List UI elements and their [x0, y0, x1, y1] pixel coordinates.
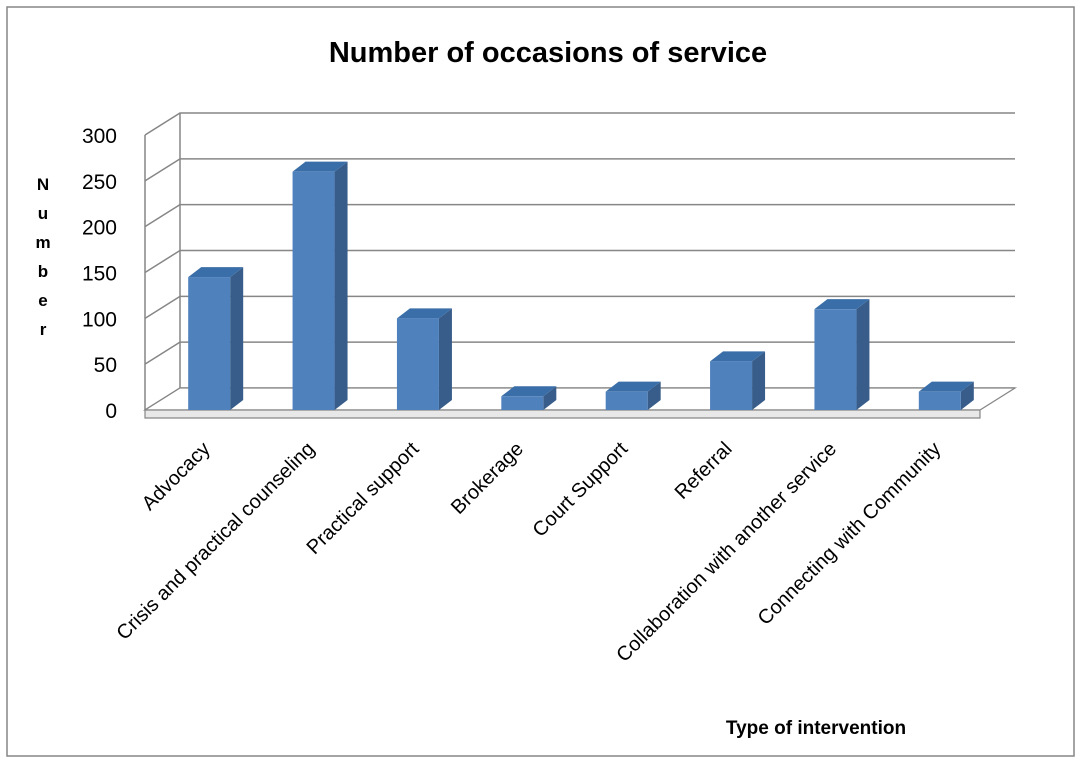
gridline — [144, 203, 1015, 228]
bar-side — [230, 267, 244, 410]
bar — [188, 267, 244, 410]
bar-top — [396, 308, 452, 319]
bar-front — [188, 277, 231, 410]
bar — [605, 381, 661, 410]
y-axis-label-letter: b — [38, 262, 48, 281]
bar-side — [960, 381, 974, 410]
gridline — [144, 295, 1015, 319]
bar-top — [605, 381, 661, 392]
y-axis-label-letter: m — [35, 233, 50, 252]
y-axis-label-letter: N — [37, 175, 49, 194]
y-axis-label-letter: u — [38, 204, 48, 223]
y-axis-label: Number — [35, 175, 50, 339]
bar-top — [292, 161, 348, 172]
bar-front — [396, 318, 439, 410]
bar — [918, 381, 974, 410]
bar-top — [814, 299, 870, 310]
bar-side — [752, 351, 766, 410]
bar-side — [647, 381, 661, 410]
bar-top — [710, 351, 766, 362]
bar — [814, 299, 870, 410]
y-tick-label: 0 — [105, 400, 117, 423]
y-tick-label: 250 — [82, 171, 117, 194]
bar-top — [501, 386, 557, 397]
gridline — [144, 158, 1015, 182]
bar-side — [438, 308, 452, 410]
bar-front — [605, 391, 648, 410]
floor-edge — [144, 409, 981, 419]
gridlines — [142, 112, 1018, 419]
bar — [501, 386, 557, 410]
bar-front — [501, 396, 544, 410]
chart-border — [6, 6, 1075, 757]
y-tick-label: 300 — [82, 125, 117, 148]
y-tick-label: 200 — [82, 217, 117, 240]
bar-top — [918, 381, 974, 392]
gridline — [144, 341, 1015, 365]
gridline — [144, 249, 1015, 274]
y-axis-ticks: 0 50 100 150 200 250 300 — [82, 125, 117, 423]
x-axis-label: Type of intervention — [726, 718, 906, 739]
bar — [396, 308, 452, 410]
bar-front — [292, 171, 335, 410]
chart-title: Number of occasions of service — [329, 37, 767, 69]
bar-front — [710, 361, 753, 410]
floor — [142, 387, 1018, 411]
bar-side — [856, 299, 870, 410]
bar-top — [188, 267, 244, 278]
gridline — [144, 112, 1015, 136]
bar-side — [543, 386, 557, 410]
y-tick-label: 150 — [82, 263, 117, 286]
bar-side — [334, 161, 348, 410]
bar-front — [814, 309, 857, 410]
bar-front — [918, 391, 961, 410]
y-axis-label-letter: r — [40, 320, 47, 339]
bar — [710, 351, 766, 410]
y-tick-label: 100 — [82, 308, 117, 331]
bar-series — [188, 161, 974, 410]
y-axis-label-letter: e — [38, 291, 47, 310]
y-tick-label: 50 — [94, 354, 117, 377]
bar — [292, 161, 348, 410]
